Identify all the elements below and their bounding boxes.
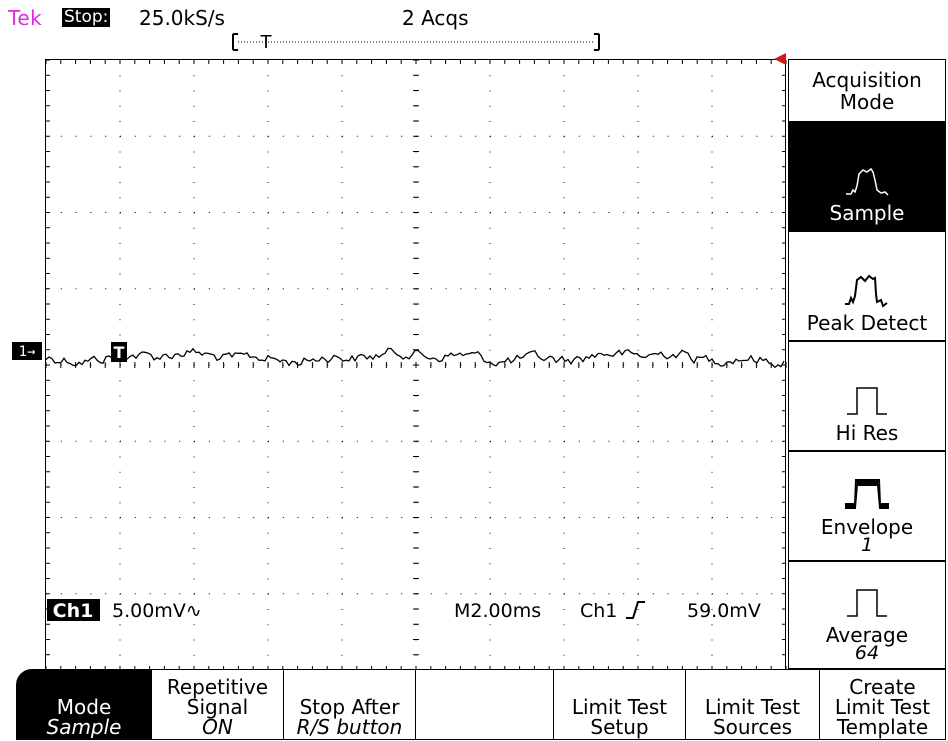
svg-text:1→: 1→ [19,344,36,360]
status-bar: Tek Stop: 25.0kS/s 2 Acqs [0,0,948,40]
limit-test-sources-softkey[interactable]: Limit Test Sources [686,669,820,740]
envelope-mode-button[interactable]: Envelope 1 [789,452,945,562]
trigger-position-marker [774,53,786,65]
stop-after-softkey[interactable]: Stop After R/S button [284,669,416,740]
mode-softkey[interactable]: Mode Sample [16,669,152,740]
hi-res-icon [847,387,887,415]
envelope-icon [845,479,889,509]
graticule-grid [45,59,787,671]
acquisition-mode-side-menu: Acquisition Mode Sample Peak Detect Hi R… [788,59,946,669]
limit-test-setup-softkey[interactable]: Limit Test Setup [554,669,686,740]
create-limit-test-template-softkey[interactable]: Create Limit Test Template [820,669,946,740]
run-state-badge: Stop: [62,7,111,27]
sample-rate-readout: 25.0kS/s [139,6,225,30]
record-view-bracket: T [232,32,600,53]
brand-logo: Tek [8,6,43,30]
average-mode-button[interactable]: Average 64 [789,562,945,668]
svg-text:T: T [114,343,125,362]
hi-res-mode-button[interactable]: Hi Res [789,342,945,452]
trigger-level-marker: T [111,342,127,362]
sample-mode-button[interactable]: Sample [789,123,945,232]
acquisition-count-readout: 2 Acqs [402,6,469,30]
timebase-readout: M2.00ms [454,600,541,622]
peak-detect-mode-button[interactable]: Peak Detect [789,232,945,342]
average-icon [847,589,887,617]
bottom-softkey-bar: Mode Sample Repetitive Signal ON Stop Af… [0,669,948,741]
readout-row: Ch1 5.00mV∿ M2.00ms Ch1 59.0mV [47,599,761,622]
peak-detect-icon [845,274,888,308]
sample-mode-icon [846,167,889,196]
blank-softkey[interactable] [416,669,554,740]
side-menu-title: Acquisition Mode [789,60,945,123]
channel-1-waveform [45,347,785,369]
record-trigger-marker: T [260,32,273,53]
channel-label: Ch1 [53,600,94,622]
trigger-source-readout: Ch1 [580,600,617,622]
channel-1-marker: 1→ [12,342,42,360]
channel-scale-readout: 5.00mV∿ [112,600,202,622]
rising-edge-icon [626,601,645,619]
repetitive-signal-softkey[interactable]: Repetitive Signal ON [152,669,284,740]
trigger-level-readout: 59.0mV [687,600,761,622]
